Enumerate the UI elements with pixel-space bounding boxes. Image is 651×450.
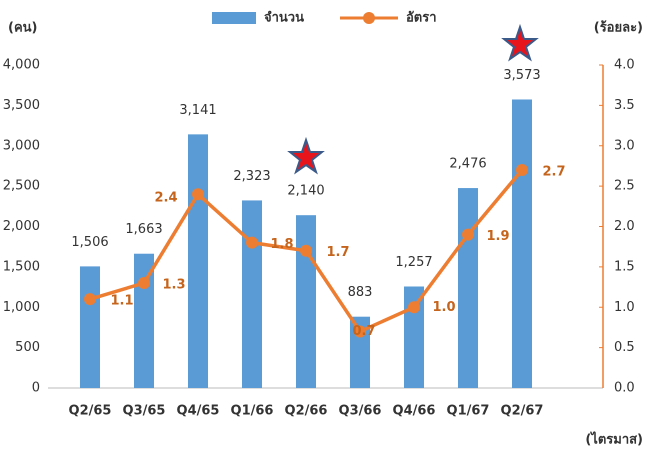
- x-tick-label: Q1/67: [447, 404, 490, 419]
- x-tick-label: Q2/67: [501, 404, 544, 419]
- y2-tick-label: 4.0: [614, 58, 635, 73]
- line-point: [354, 325, 366, 338]
- y-tick-label: 0: [32, 381, 40, 396]
- x-tick-label: Q2/65: [69, 404, 112, 419]
- y-tick-label: 3,500: [3, 98, 40, 113]
- bar: [134, 253, 154, 388]
- y2-tick-label: 1.0: [614, 300, 635, 315]
- y2-tick-label: 3.0: [614, 138, 635, 153]
- y2-axis-title: (ร้อยละ): [594, 20, 643, 36]
- legend-label: อัตรา: [406, 11, 437, 26]
- line-point: [408, 301, 420, 314]
- y2-tick-label: 1.5: [614, 259, 635, 274]
- y-tick-label: 4,000: [3, 58, 40, 73]
- y-axis-title: (คน): [8, 21, 37, 36]
- legend-swatch: [212, 12, 256, 24]
- line-value-label: 0.7: [352, 324, 375, 339]
- bar-value-label: 1,257: [395, 255, 432, 270]
- line-point: [192, 188, 204, 201]
- line-value-label: 1.0: [432, 300, 455, 315]
- bar-value-label: 1,506: [71, 235, 108, 250]
- x-tick-label: Q3/66: [339, 404, 382, 419]
- y-tick-label: 3,000: [3, 138, 40, 153]
- line-point: [516, 163, 528, 176]
- bar: [80, 266, 100, 388]
- y-tick-label: 1,000: [3, 300, 40, 315]
- line-point: [246, 236, 258, 249]
- bar-value-label: 883: [348, 285, 373, 300]
- line-value-label: 1.7: [326, 245, 349, 260]
- x-tick-label: Q4/65: [177, 404, 220, 419]
- bar-value-label: 2,476: [449, 157, 486, 172]
- line-point: [300, 244, 312, 257]
- bar-value-label: 3,141: [179, 103, 216, 118]
- x-axis-title: (ไตรมาส): [585, 431, 643, 448]
- x-tick-label: Q1/66: [231, 404, 274, 419]
- bar: [188, 134, 208, 388]
- line-value-label: 1.1: [110, 294, 133, 309]
- legend-label: จำนวน: [264, 10, 304, 26]
- bar-value-label: 2,140: [287, 184, 324, 199]
- star-marker: [287, 136, 325, 175]
- line-value-label: 1.3: [162, 278, 185, 293]
- line-point: [84, 293, 96, 306]
- bar: [242, 200, 262, 388]
- y-tick-label: 2,500: [3, 179, 40, 194]
- x-tick-label: Q4/66: [393, 404, 436, 419]
- bar-value-label: 3,573: [503, 68, 540, 83]
- bar: [404, 286, 424, 388]
- line-value-label: 1.9: [486, 229, 509, 244]
- line-point: [462, 228, 474, 241]
- line-value-label: 2.4: [154, 191, 177, 206]
- bar-value-label: 1,663: [125, 222, 162, 237]
- y2-tick-label: 2.5: [614, 179, 635, 194]
- star-marker: [501, 23, 539, 62]
- x-tick-label: Q3/65: [123, 404, 166, 419]
- legend-dot: [363, 12, 375, 24]
- y-tick-label: 2,000: [3, 219, 40, 234]
- y2-tick-label: 3.5: [614, 98, 635, 113]
- line-value-label: 1.8: [270, 237, 293, 252]
- bar: [458, 188, 478, 388]
- line-point: [138, 277, 150, 290]
- x-tick-label: Q2/66: [285, 404, 328, 419]
- y-tick-label: 500: [15, 340, 40, 355]
- y2-tick-label: 2.0: [614, 219, 635, 234]
- bar: [296, 215, 316, 388]
- y2-tick-label: 0.0: [614, 381, 635, 396]
- bar: [512, 99, 532, 388]
- y-tick-label: 1,500: [3, 259, 40, 274]
- bar-value-label: 2,323: [233, 169, 270, 184]
- line-value-label: 2.7: [542, 164, 565, 179]
- y2-tick-label: 0.5: [614, 340, 635, 355]
